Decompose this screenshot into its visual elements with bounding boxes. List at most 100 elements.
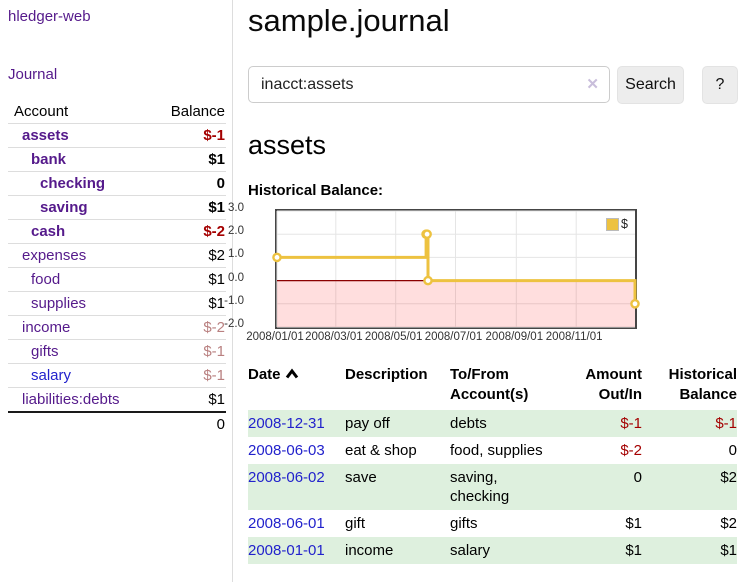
- transaction-accounts: salary: [450, 542, 491, 559]
- col-amount: Amount Out/In: [585, 366, 642, 403]
- register-row[interactable]: 2008-06-01 gift gifts $1 $2: [248, 510, 737, 537]
- chart-plot-svg: [272, 210, 640, 328]
- page-title: sample.journal: [248, 3, 450, 38]
- clear-search-icon[interactable]: ✕: [586, 76, 599, 93]
- chart-legend: $: [604, 216, 630, 232]
- sidebar-item-journal[interactable]: Journal: [8, 66, 58, 83]
- account-link-supplies[interactable]: supplies: [31, 295, 87, 312]
- register-row[interactable]: 2008-06-02 save saving, checking 0 $2: [248, 464, 737, 510]
- x-tick-label: 2008/09/01: [485, 331, 544, 343]
- x-tick-label: 2008/03/01: [305, 331, 363, 343]
- chart-plot: $: [272, 209, 640, 329]
- transaction-date-link[interactable]: 2008-06-03: [248, 442, 325, 459]
- transaction-accounts: debts: [450, 415, 487, 432]
- register-row[interactable]: 2008-01-01 income salary $1 $1: [248, 537, 737, 564]
- accounts-total-row: 0: [8, 411, 226, 436]
- account-link-salary[interactable]: salary: [31, 367, 72, 384]
- accounts-col-balance: Balance: [170, 103, 225, 120]
- account-balance: $1: [148, 147, 226, 172]
- x-tick-label: 2008/11/01: [545, 331, 603, 343]
- account-row: food $1: [8, 267, 226, 292]
- transaction-accounts: food, supplies: [450, 442, 543, 459]
- search-form: ✕ Search ?: [248, 66, 742, 104]
- transaction-amount: $-2: [620, 442, 642, 459]
- account-balance: $-1: [148, 339, 226, 364]
- account-row: salary $-1: [8, 363, 226, 388]
- account-link-checking[interactable]: checking: [40, 175, 106, 192]
- register-row[interactable]: 2008-12-31 pay off debts $-1 $-1: [248, 410, 737, 437]
- transaction-date-link[interactable]: 2008-06-01: [248, 515, 325, 532]
- transaction-date-link[interactable]: 2008-06-02: [248, 469, 325, 486]
- app-brand-link[interactable]: hledger-web: [8, 8, 91, 25]
- transaction-accounts: gifts: [450, 515, 478, 532]
- y-tick-label: 0.0: [228, 271, 244, 284]
- account-link-liabilities-debts[interactable]: liabilities:debts: [22, 391, 120, 408]
- account-balance: $1: [148, 267, 226, 292]
- account-balance: $1: [148, 387, 226, 412]
- transaction-description: income: [345, 542, 394, 559]
- account-row: cash $-2: [8, 219, 226, 244]
- transaction-description: eat & shop: [345, 442, 417, 459]
- col-description: Description: [345, 366, 428, 383]
- account-row: supplies $1: [8, 291, 226, 316]
- y-tick-label: -1.0: [224, 294, 244, 307]
- account-link-expenses[interactable]: expenses: [22, 247, 87, 264]
- help-button[interactable]: ?: [702, 66, 738, 104]
- col-date[interactable]: Date: [248, 363, 345, 410]
- transaction-balance: 0: [728, 442, 737, 459]
- account-balance: $-2: [148, 315, 226, 340]
- account-link-saving[interactable]: saving: [40, 199, 88, 216]
- chart-title: Historical Balance:: [248, 182, 384, 199]
- search-input[interactable]: [248, 66, 610, 103]
- x-tick-label: 2008/07/01: [424, 331, 483, 343]
- register-row[interactable]: 2008-06-03 eat & shop food, supplies $-2…: [248, 437, 737, 464]
- transaction-balance: $2: [720, 515, 737, 532]
- account-heading: assets: [248, 130, 327, 160]
- account-row: bank $1: [8, 147, 226, 172]
- account-balance: $-2: [148, 219, 226, 244]
- search-button[interactable]: Search: [617, 66, 684, 104]
- account-link-income[interactable]: income: [22, 319, 71, 336]
- account-row: liabilities:debts $1: [8, 387, 226, 412]
- historical-balance-chart: $ 3.0 2.0 1.0 0.0 -1.0 -2.0 2008/01/01 2008/03/…: [224, 202, 728, 347]
- account-balance: 0: [148, 171, 226, 196]
- transaction-amount: $-1: [620, 415, 642, 432]
- account-row: expenses $2: [8, 243, 226, 268]
- accounts-header-row: Account Balance: [8, 100, 226, 124]
- y-tick-label: 1.0: [228, 248, 244, 261]
- account-link-gifts[interactable]: gifts: [31, 343, 59, 360]
- account-balance: $-1: [148, 123, 226, 148]
- transaction-description: save: [345, 469, 377, 486]
- transaction-date-link[interactable]: 2008-01-01: [248, 542, 325, 559]
- y-tick-label: 3.0: [228, 202, 244, 214]
- register-table: Date Description To/From Account(s) Amou…: [248, 363, 737, 564]
- y-tick-label: -2.0: [224, 318, 244, 330]
- transaction-balance: $2: [720, 469, 737, 486]
- sort-ascending-icon: [285, 368, 298, 379]
- accounts-table: Account Balance assets $-1 bank $1 check…: [8, 100, 226, 436]
- transaction-date-link[interactable]: 2008-12-31: [248, 415, 325, 432]
- account-balance: $1: [148, 291, 226, 316]
- account-link-assets[interactable]: assets: [22, 127, 69, 144]
- col-accounts: To/From Account(s): [450, 366, 529, 403]
- account-balance: $-1: [148, 363, 226, 388]
- legend-swatch: [606, 217, 620, 231]
- transaction-balance: $-1: [715, 415, 737, 432]
- register-header-row: Date Description To/From Account(s) Amou…: [248, 363, 737, 410]
- account-row: assets $-1: [8, 123, 226, 148]
- transaction-balance: $1: [720, 542, 737, 559]
- accounts-col-account: Account: [14, 103, 69, 120]
- transaction-amount: 0: [633, 469, 642, 486]
- account-row: income $-2: [8, 315, 226, 340]
- main-content: sample.journal ✕ Search ? assets Histori…: [224, 0, 742, 564]
- account-link-cash[interactable]: cash: [31, 223, 66, 240]
- legend-label: $: [621, 217, 628, 231]
- account-row: gifts $-1: [8, 339, 226, 364]
- account-balance: $2: [148, 243, 226, 268]
- col-balance: Historical Balance: [668, 366, 737, 403]
- transaction-accounts: saving, checking: [450, 469, 510, 505]
- account-balance: $1: [148, 195, 226, 220]
- account-link-food[interactable]: food: [31, 271, 61, 288]
- transaction-description: gift: [345, 515, 366, 532]
- account-link-bank[interactable]: bank: [31, 151, 67, 168]
